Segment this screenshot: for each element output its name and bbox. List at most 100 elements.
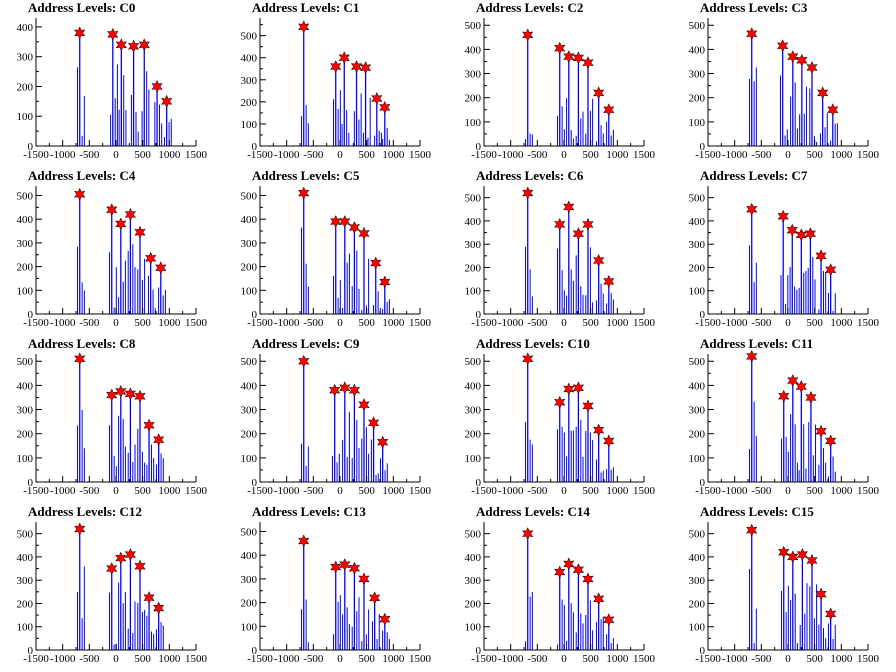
x-tick-label: -1500 [695,149,721,161]
peak-marker [350,59,363,74]
y-tick-label: 0 [28,645,34,657]
peak-marker [787,550,799,564]
x-tick-label: -1500 [247,653,273,665]
x-tick-label: 1000 [158,653,181,665]
x-tick-label: -1500 [23,485,49,497]
peak-marker [298,20,310,34]
chart-title: Address Levels: C9 [252,336,360,351]
peak-marker [746,349,758,364]
peak-marker [582,399,594,413]
y-tick-label: 400 [17,22,34,34]
x-tick-label: 1000 [382,317,405,329]
y-tick-label: 100 [689,622,706,634]
peak-marker [298,354,310,368]
peak-marker [592,253,605,268]
peak-marker [124,387,137,401]
y-tick-label: 200 [241,97,258,109]
y-tick-label: 500 [465,529,482,541]
y-tick-label: 300 [465,69,482,81]
x-tick-label: 1500 [633,485,656,497]
x-tick-label: -500 [751,653,772,665]
peak-marker [786,223,798,237]
x-tick-label: 500 [806,317,823,329]
peak-marker [160,94,173,108]
peak-marker [746,27,758,41]
address-level-chart: Address Levels: C10 0 100 200 300 400 500 -1500… [465,336,656,497]
y-tick-label: 200 [689,262,706,274]
x-tick-label: 0 [785,149,791,161]
peak-marker [824,434,837,448]
y-tick-label: 500 [17,190,34,202]
y-tick-label: 100 [17,622,34,634]
y-tick-label: 400 [17,380,34,392]
x-tick-label: -500 [751,149,772,161]
chart-title: Address Levels: C4 [28,168,136,183]
y-tick-label: 200 [689,429,706,441]
peak-marker [358,572,370,586]
peak-marker [582,572,594,586]
x-tick-label: 500 [582,317,599,329]
y-tick-label: 0 [28,477,34,489]
y-tick-label: 500 [465,193,482,205]
y-tick-label: 100 [465,117,482,129]
address-level-chart: Address Levels: C12 0 100 200 300 400 500 -1500… [17,504,208,665]
y-tick-label: 300 [241,405,258,417]
y-tick-label: 400 [689,216,706,228]
x-tick-label: 0 [561,485,567,497]
y-tick-label: 500 [465,20,482,32]
y-tick-label: 300 [689,575,706,587]
y-tick-label: 300 [241,238,258,250]
x-tick-label: 0 [785,653,791,665]
peak-marker [787,50,799,64]
y-tick-label: 500 [689,193,706,205]
chart-title: Address Levels: C15 [700,504,814,519]
peak-marker [824,607,837,621]
peak-marker [746,202,758,216]
peak-marker [339,214,351,229]
y-tick-label: 200 [17,429,34,441]
y-tick-label: 500 [17,529,34,541]
address-level-chart: Address Levels: C13 0 100 200 300 400 500 -1500… [241,504,432,665]
y-tick-label: 400 [241,550,258,562]
x-tick-label: -1000 [50,653,76,665]
peak-marker [603,434,615,448]
x-tick-label: 1000 [382,485,405,497]
peak-marker [348,383,361,397]
x-tick-label: 1500 [409,149,432,161]
x-tick-label: -500 [527,485,548,497]
x-tick-label: 1000 [830,149,853,161]
peak-marker [74,352,86,366]
x-tick-label: -500 [751,317,772,329]
chart-title: Address Levels: C14 [476,504,590,519]
y-tick-label: 300 [465,575,482,587]
x-tick-label: 1500 [185,317,208,329]
x-tick-label: 0 [113,653,119,665]
peak-marker [572,563,585,577]
chart-title: Address Levels: C10 [476,336,590,351]
y-tick-label: 0 [252,645,258,657]
peak-marker [379,100,391,114]
y-tick-label: 0 [252,477,258,489]
peak-marker [124,207,137,222]
peak-marker [522,527,534,541]
peak-marker [348,561,361,575]
y-tick-label: 0 [700,141,706,153]
y-tick-label: 200 [465,262,482,274]
x-tick-label: -1000 [722,317,748,329]
y-tick-label: 300 [241,75,258,87]
y-tick-label: 300 [17,575,34,587]
peak-marker [522,186,534,200]
peak-marker [563,200,575,214]
x-tick-label: 0 [561,653,567,665]
peak-marker [592,423,605,437]
x-tick-label: -1000 [498,653,524,665]
chart-title: Address Levels: C2 [476,0,583,15]
address-level-chart: Address Levels: C80100200300400500-1500-… [17,336,208,497]
y-tick-label: 300 [17,52,34,64]
peak-marker [796,53,808,67]
peak-marker [815,587,827,601]
x-tick-label: 1500 [409,485,432,497]
y-tick-label: 300 [17,238,34,250]
y-tick-label: 100 [241,285,258,297]
